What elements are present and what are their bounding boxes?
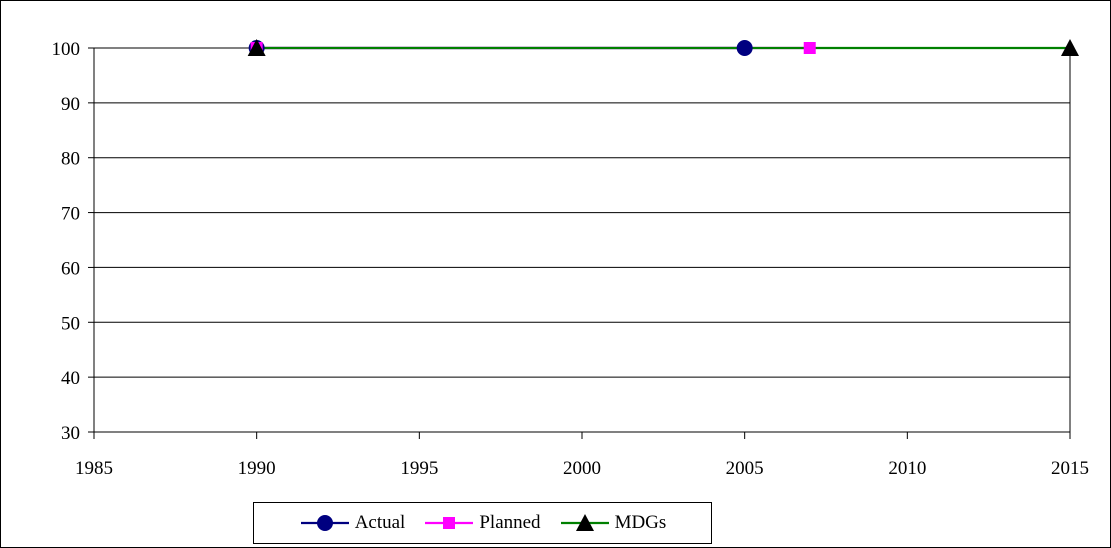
series-markers — [247, 39, 1079, 56]
x-tick-label: 1985 — [75, 458, 113, 479]
x-tick-label: 2000 — [563, 458, 601, 479]
axes: 30 40 50 60 70 80 90 100 1985 1990 1995 2000 2005 201… — [52, 39, 1090, 479]
x-tick-label: 2005 — [726, 458, 764, 479]
data-point-planned-2007 — [803, 42, 816, 54]
grid-lines — [94, 47, 1070, 378]
y-tick-label: 80 — [61, 149, 80, 170]
legend-label: Actual — [354, 512, 406, 533]
x-tick-label: 1990 — [238, 458, 276, 479]
y-tick-label: 30 — [61, 423, 80, 444]
legend-label: Planned — [479, 512, 541, 533]
legend-swatch-planned — [425, 517, 474, 529]
y-tick-label: 100 — [52, 39, 81, 60]
data-point-mdgs-1990 — [247, 39, 266, 56]
legend-swatch-mdgs — [560, 514, 609, 531]
legend-item-mdgs: MDGs — [559, 512, 667, 534]
chart-legend: Actual Planned MDGs — [253, 502, 712, 544]
y-tick-label: 60 — [61, 258, 80, 279]
x-tick-label: 2015 — [1051, 458, 1089, 479]
legend-swatch-marker — [443, 517, 456, 529]
y-tick-label: 50 — [61, 313, 80, 334]
legend-swatch-actual — [300, 515, 349, 531]
legend-swatch-marker — [316, 515, 333, 531]
legend-item-actual: Actual — [299, 512, 406, 534]
x-tick-label: 2010 — [888, 458, 926, 479]
data-point-mdgs-2015 — [1061, 39, 1079, 56]
legend-label: MDGs — [614, 512, 667, 533]
legend-swatch-marker — [575, 514, 594, 531]
data-point-actual-2005 — [736, 40, 753, 56]
y-tick-label: 40 — [61, 368, 80, 389]
y-tick-label: 70 — [61, 204, 80, 225]
y-tick-label: 90 — [61, 94, 80, 115]
x-tick-label: 1995 — [400, 458, 438, 479]
legend-item-planned: Planned — [423, 512, 541, 534]
